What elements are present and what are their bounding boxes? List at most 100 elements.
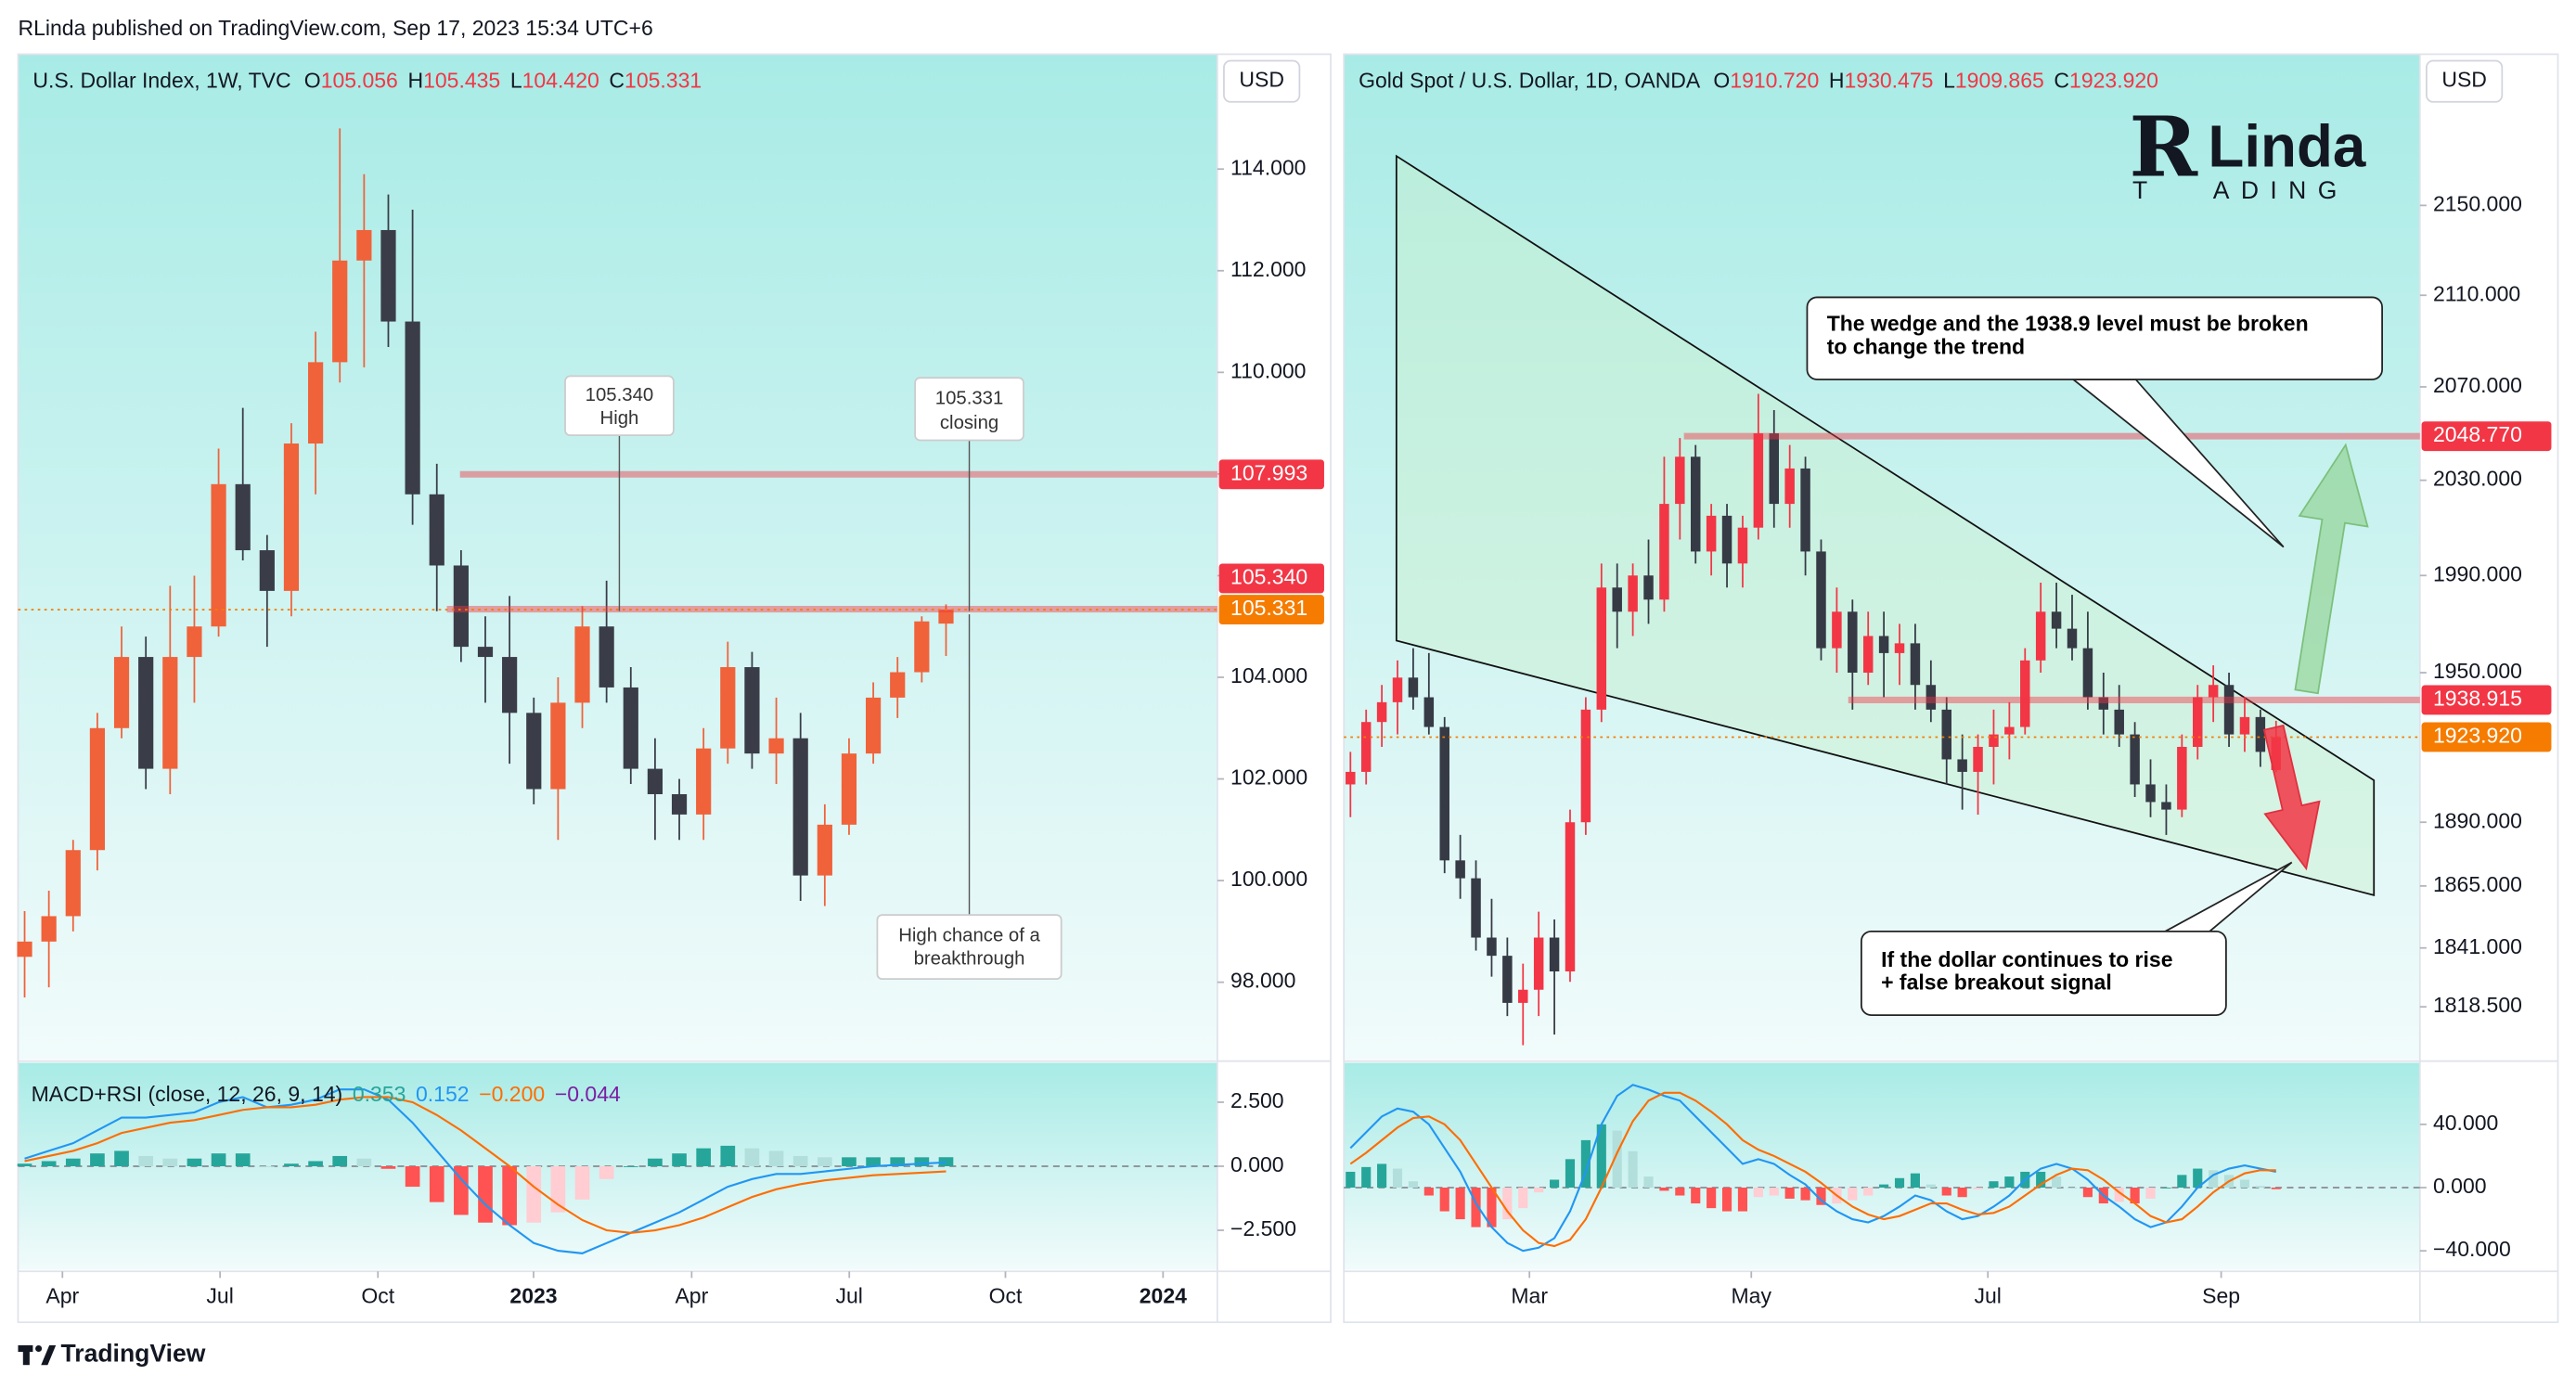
candle-body — [1565, 822, 1576, 972]
histogram-bar — [1392, 1168, 1403, 1189]
histogram-bar — [1800, 1188, 1810, 1201]
histogram-bar — [332, 1155, 348, 1166]
candle-body — [1816, 551, 1826, 649]
candle-body — [1832, 611, 1842, 649]
candle-body — [1862, 636, 1874, 674]
x-tick-label: May — [1732, 1284, 1772, 1308]
candle-body — [211, 483, 226, 627]
candle-body — [502, 657, 518, 713]
ohlc-key: H — [407, 69, 423, 93]
histogram-bar — [1659, 1188, 1669, 1191]
ohlc-value: 105.331 — [625, 69, 702, 93]
y-tick-label: 98.000 — [1230, 969, 1295, 993]
histogram-bar — [672, 1153, 687, 1166]
candle-body — [2223, 685, 2235, 735]
candle-body — [89, 727, 106, 851]
histogram-bar — [574, 1165, 590, 1200]
indicator-pane — [1344, 1062, 2420, 1270]
callout-text: 105.331 — [935, 389, 1004, 409]
axis-labels: U.S. Dollar Index, 1W, TVC O105.056 H105.4… — [32, 59, 2552, 1308]
macd-line — [1349, 1084, 2276, 1253]
candle-body — [17, 941, 32, 957]
histogram-bar — [1957, 1188, 1967, 1198]
candle-body — [647, 768, 663, 794]
histogram-bar — [454, 1165, 469, 1215]
candle-body — [1690, 456, 1701, 552]
candle-body — [2161, 802, 2171, 810]
candle-body — [792, 738, 808, 876]
x-tick-label: Jul — [1975, 1284, 2002, 1308]
candle-body — [2130, 734, 2140, 785]
indicator-readout: −0.200 — [479, 1082, 545, 1106]
x-tick-label: 2024 — [1140, 1284, 1187, 1308]
histogram-bar — [1926, 1184, 1936, 1189]
candle-body — [1706, 515, 1717, 552]
histogram-bar — [526, 1165, 542, 1223]
x-tick-label: Jul — [206, 1284, 233, 1308]
logo-name: Linda — [2208, 113, 2365, 180]
indicator-y-tick-label: 0.000 — [1230, 1152, 1284, 1176]
candle-body — [1989, 734, 1999, 747]
histogram-bar — [1550, 1179, 1560, 1189]
y-tick-label: 112.000 — [1230, 257, 1306, 281]
price-label: 2048.770 — [2433, 422, 2522, 446]
candle-body — [1878, 636, 1889, 653]
candle-body — [65, 850, 81, 917]
histogram-bar — [1941, 1188, 1951, 1196]
price-label-box — [2421, 722, 2552, 752]
footer-icon — [35, 1344, 43, 1353]
callout-text: The wedge and the 1938.9 level must be b… — [1827, 312, 2309, 336]
y-tick-label: 1990.000 — [2433, 561, 2522, 585]
histogram-bar — [1643, 1176, 1654, 1189]
histogram-bar — [938, 1157, 954, 1166]
callout-text: breakthrough — [914, 948, 1025, 969]
histogram-bar — [720, 1145, 736, 1166]
candle-body — [2020, 660, 2030, 727]
indicator-y-tick-label: 0.000 — [2433, 1174, 2487, 1198]
candle-body — [380, 229, 396, 322]
histogram-bar — [1753, 1188, 1763, 1198]
histogram-bar — [1848, 1188, 1858, 1201]
candle-body — [429, 494, 444, 566]
y-tick-label: 104.000 — [1230, 663, 1307, 688]
histogram-bar — [2067, 1188, 2078, 1189]
candle-body — [453, 565, 469, 648]
candle-body — [1376, 701, 1387, 723]
histogram-bar — [235, 1153, 251, 1166]
x-tick-label: Jul — [836, 1284, 863, 1308]
candle-body — [1596, 587, 1607, 710]
histogram-bar — [1894, 1177, 1905, 1189]
histogram-bar — [744, 1148, 760, 1166]
indicator-readout: 0.353 — [353, 1082, 406, 1106]
ohlc-key: O — [1713, 69, 1730, 93]
y-tick-label: 2110.000 — [2433, 281, 2520, 305]
ohlc-value: 1930.475 — [1845, 69, 1934, 93]
ohlc-value: 105.056 — [321, 69, 398, 93]
histogram-bar — [817, 1157, 832, 1166]
y-tick-label: 110.000 — [1230, 358, 1306, 382]
indicator-readout: 0.152 — [416, 1082, 470, 1106]
candle-body — [138, 657, 154, 769]
ohlc-value: 1923.920 — [2069, 69, 2158, 93]
ohlc-value: 1910.720 — [1730, 69, 1819, 93]
chart-title-text: Gold Spot / U.S. Dollar, 1D, OANDA — [1359, 69, 1701, 93]
histogram-bar — [478, 1165, 493, 1223]
candle-body — [1487, 937, 1497, 957]
price-pane — [18, 54, 1217, 1060]
histogram-bar — [1408, 1181, 1418, 1189]
histogram-bar — [866, 1157, 881, 1166]
panel-frame — [1343, 53, 2559, 1324]
chart-title: U.S. Dollar Index, 1W, TVC O105.056 H105.4… — [32, 69, 702, 93]
histogram-bar — [114, 1150, 129, 1166]
candle-body — [2067, 628, 2078, 649]
candle-body — [1580, 709, 1591, 823]
price-label: 1923.920 — [2433, 724, 2522, 748]
histogram-bar — [1455, 1188, 1465, 1220]
histogram-bar — [1675, 1188, 1685, 1196]
candle-body — [477, 647, 494, 658]
histogram-bar — [1565, 1159, 1576, 1189]
histogram-bar — [623, 1165, 638, 1167]
histogram-bar — [696, 1148, 712, 1166]
signal-line — [24, 1096, 947, 1234]
candle-body — [1518, 989, 1528, 1003]
